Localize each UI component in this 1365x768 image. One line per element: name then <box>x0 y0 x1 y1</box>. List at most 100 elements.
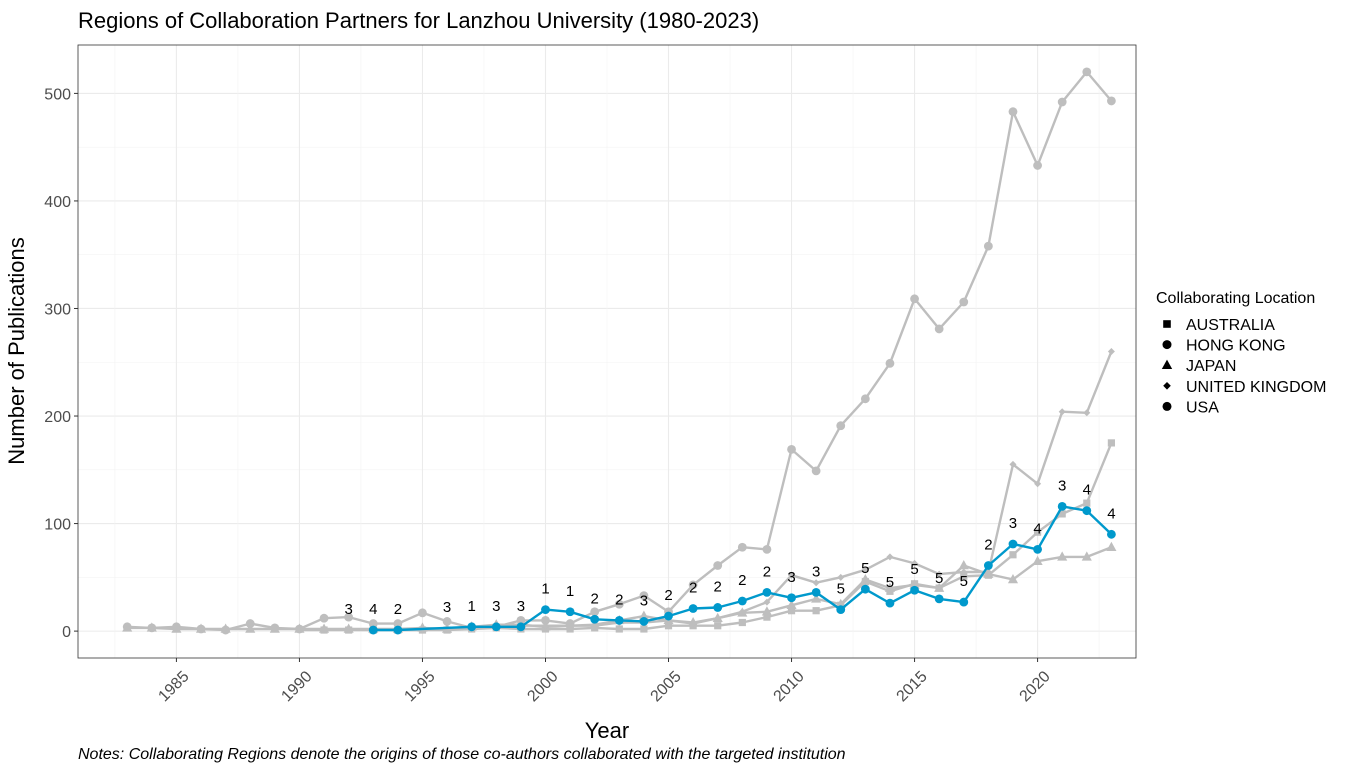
data-point-united-kingdom <box>1009 460 1017 468</box>
data-point-united-kingdom <box>911 559 919 567</box>
rank-label: 3 <box>1009 515 1017 532</box>
data-point-usa <box>934 594 944 604</box>
data-point-usa <box>860 584 870 594</box>
data-point-australia <box>1083 499 1091 507</box>
data-point-united-kingdom <box>861 566 869 574</box>
data-point-australia <box>664 622 673 630</box>
data-point-australia <box>1107 439 1115 447</box>
data-point-hong-kong <box>590 607 600 617</box>
rank-label: 2 <box>591 590 599 607</box>
data-point-australia <box>640 625 648 633</box>
rank-label: 2 <box>664 587 672 604</box>
rank-label: 4 <box>1107 505 1115 522</box>
rank-label: 3 <box>640 592 648 609</box>
data-point-japan <box>811 593 822 603</box>
data-point-hong-kong <box>885 358 895 368</box>
data-point-usa <box>590 614 600 624</box>
data-point-united-kingdom <box>763 598 771 606</box>
rank-label: 4 <box>1033 520 1041 537</box>
data-point-japan <box>884 582 896 592</box>
data-point-japan <box>638 610 649 620</box>
rank-label: 3 <box>443 599 451 616</box>
data-point-hong-kong <box>762 544 772 554</box>
data-point-hong-kong <box>344 612 354 622</box>
rank-label: 3 <box>812 563 820 580</box>
data-point-united-kingdom <box>714 614 722 622</box>
data-point-hong-kong <box>319 613 329 623</box>
data-point-hong-kong <box>713 561 723 570</box>
data-point-usa <box>664 611 673 621</box>
data-point-japan <box>761 606 772 616</box>
rank-label: 2 <box>738 572 746 589</box>
data-point-united-kingdom <box>812 579 820 587</box>
data-point-usa <box>1008 539 1018 549</box>
rank-label: 3 <box>344 601 352 618</box>
data-point-japan <box>1007 573 1019 584</box>
x-tick-label: 1990 <box>278 668 315 705</box>
x-axis-title: Year <box>585 718 629 743</box>
data-point-hong-kong <box>614 599 624 609</box>
data-point-usa <box>614 615 624 625</box>
y-axis-title: Number of Publications <box>4 237 29 464</box>
data-point-japan <box>786 599 797 610</box>
rank-label: 4 <box>369 601 377 618</box>
rank-label: 5 <box>910 561 918 578</box>
rank-label: 1 <box>566 583 574 600</box>
rank-label: 5 <box>861 560 869 577</box>
legend-items: AUSTRALIA HONG KONG JAPAN UNITED KINGDOM USA <box>1161 317 1326 416</box>
data-point-usa <box>1106 529 1116 539</box>
rank-label: 3 <box>1058 477 1066 494</box>
x-tick-label: 2000 <box>524 668 561 705</box>
rank-label: 1 <box>468 598 476 615</box>
data-point-united-kingdom <box>738 608 746 616</box>
data-point-hong-kong <box>1106 96 1116 106</box>
data-point-usa <box>787 593 796 603</box>
data-point-usa <box>516 622 526 632</box>
data-point-australia <box>714 622 722 630</box>
data-point-united-kingdom <box>1083 409 1091 417</box>
chart-note: Notes: Collaborating Regions denote the … <box>78 746 846 763</box>
rank-label: 4 <box>1083 482 1091 499</box>
data-point-united-kingdom <box>935 570 943 578</box>
data-point-hong-kong <box>787 444 796 454</box>
rank-label: 5 <box>960 573 968 590</box>
data-point-japan <box>1081 551 1092 561</box>
data-point-united-kingdom <box>1058 408 1066 416</box>
data-point-japan <box>171 623 182 633</box>
data-point-usa <box>959 597 969 607</box>
y-axis-ticks: 0 100 200 300 400 500 <box>44 86 78 641</box>
data-point-united-kingdom <box>837 573 845 581</box>
data-point-hong-kong <box>737 542 747 552</box>
rank-label: 5 <box>935 570 943 587</box>
data-point-hong-kong <box>1082 67 1092 77</box>
data-point-usa <box>713 603 723 612</box>
rank-label: 2 <box>615 591 623 608</box>
series-line-united-kingdom <box>299 351 1113 632</box>
data-point-hong-kong <box>442 617 452 626</box>
rank-label: 2 <box>763 563 771 580</box>
series-united-kingdom <box>295 348 1115 634</box>
legend-label-hong-kong: HONG KONG <box>1186 338 1286 355</box>
legend-label-japan: JAPAN <box>1186 358 1236 375</box>
panel-border <box>77 44 1137 659</box>
data-point-japan <box>909 579 920 589</box>
data-point-hong-kong <box>934 324 944 334</box>
data-point-hong-kong <box>1057 97 1067 107</box>
data-point-japan <box>122 622 133 632</box>
data-point-japan <box>146 622 157 632</box>
data-point-australia <box>1009 551 1017 559</box>
data-point-japan <box>269 623 280 633</box>
data-point-hong-kong <box>541 615 550 625</box>
data-point-hong-kong <box>836 421 846 431</box>
data-point-usa <box>1033 544 1042 554</box>
legend: Collaborating Location AUSTRALIA HONG KON… <box>1156 290 1326 416</box>
grid-lines <box>78 45 1136 658</box>
data-point-hong-kong <box>983 241 993 251</box>
data-point-hong-kong <box>1008 107 1018 117</box>
data-point-united-kingdom <box>541 622 549 630</box>
legend-label-australia: AUSTRALIA <box>1186 317 1275 334</box>
data-point-usa <box>811 587 821 597</box>
legend-key-united-kingdom <box>1163 382 1171 390</box>
x-tick-label: 2020 <box>1017 668 1054 705</box>
